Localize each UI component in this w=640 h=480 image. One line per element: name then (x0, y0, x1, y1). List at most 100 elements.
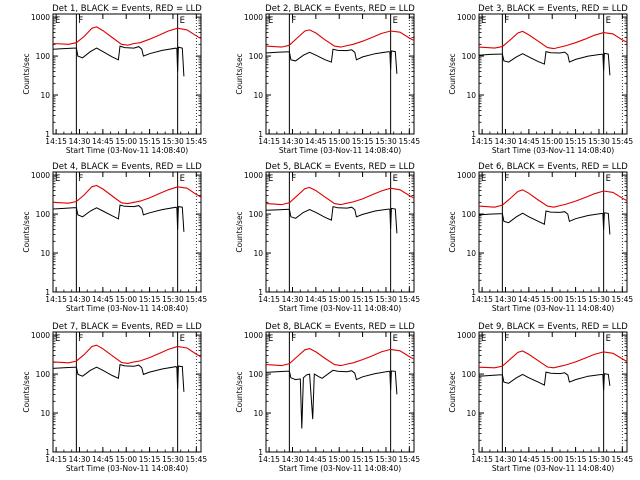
x-tick-label: 15:00 (328, 455, 350, 464)
x-axis-label: Start Time (03-Nov-11 14:08:40) (492, 146, 614, 155)
y-tick-label: 1000 (457, 171, 476, 180)
panel-title: Det 5, BLACK = Events, RED = LLD (265, 162, 415, 172)
y-axis-label: Counts/sec (448, 53, 457, 94)
event-marker-label: E (55, 334, 60, 344)
x-tick-label: 14:45 (518, 137, 540, 146)
x-tick-label: 15:15 (352, 295, 374, 304)
x-tick-label: 14:45 (518, 455, 540, 464)
panel-title: Det 2, BLACK = Events, RED = LLD (265, 4, 415, 14)
y-tick-label: 1000 (31, 331, 50, 340)
plot-frame (265, 171, 415, 293)
y-tick-label: 1 (45, 448, 50, 457)
panel-title: Det 3, BLACK = Events, RED = LLD (478, 4, 628, 14)
x-tick-label: 14:15 (471, 295, 493, 304)
x-tick-label: 15:30 (588, 137, 610, 146)
event-marker-label: E (481, 174, 486, 184)
y-tick-label: 10 (466, 249, 476, 258)
detector-panel-3: Det 3, BLACK = Events, RED = LLD 1 10 100 10… (448, 4, 633, 155)
event-marker-label: F (78, 16, 83, 26)
y-axis-label: Counts/sec (22, 211, 31, 252)
x-tick-label: 15:30 (162, 137, 184, 146)
event-marker-label: E (180, 174, 185, 184)
y-axis-label: Counts/sec (448, 371, 457, 412)
detector-panel-6: Det 6, BLACK = Events, RED = LLD 1 10 100 10… (448, 162, 633, 313)
x-axis-label: Start Time (03-Nov-11 14:08:40) (279, 146, 401, 155)
detector-panel-5: Det 5, BLACK = Events, RED = LLD 1 10 100 10… (235, 162, 420, 313)
x-tick-label: 15:30 (588, 295, 610, 304)
x-tick-label: 15:15 (139, 455, 161, 464)
x-tick-label: 14:45 (92, 455, 114, 464)
lld-series-line (52, 26, 202, 46)
x-tick-label: 14:15 (258, 295, 280, 304)
events-series-line (478, 210, 611, 235)
y-tick-label: 100 (36, 370, 51, 379)
event-marker-label: E (180, 334, 185, 344)
x-tick-label: 14:15 (471, 455, 493, 464)
events-series-line (478, 371, 611, 391)
x-tick-label: 15:30 (162, 295, 184, 304)
x-tick-label: 15:15 (352, 137, 374, 146)
event-marker-label: E (55, 16, 60, 26)
detector-panel-1: Det 1, BLACK = Events, RED = LLD 1 10 100 10… (22, 4, 207, 155)
y-tick-label: 1000 (244, 331, 263, 340)
y-tick-label: 1000 (457, 331, 476, 340)
y-tick-label: 10 (253, 409, 263, 418)
x-axis-label: Start Time (03-Nov-11 14:08:40) (66, 304, 188, 313)
event-marker-label: E (268, 16, 273, 26)
x-tick-label: 15:30 (588, 455, 610, 464)
x-tick-label: 15:45 (186, 455, 208, 464)
x-tick-label: 14:30 (282, 137, 304, 146)
y-axis-label: Counts/sec (22, 53, 31, 94)
x-tick-label: 14:15 (258, 137, 280, 146)
x-tick-label: 14:30 (282, 455, 304, 464)
events-series-line (265, 48, 398, 74)
events-series-line (478, 50, 611, 76)
event-marker-label: E (268, 334, 273, 344)
event-marker-label: E (180, 16, 185, 26)
plot-frame (478, 331, 628, 453)
panel-title: Det 4, BLACK = Events, RED = LLD (52, 162, 202, 172)
x-tick-label: 15:45 (186, 295, 208, 304)
panel-title: Det 8, BLACK = Events, RED = LLD (265, 322, 415, 332)
lld-series-line (478, 189, 628, 208)
plot-frame (52, 331, 202, 453)
x-tick-label: 14:30 (69, 295, 91, 304)
y-tick-label: 1 (258, 130, 263, 139)
y-tick-label: 1 (258, 288, 263, 297)
y-tick-label: 10 (466, 91, 476, 100)
y-tick-label: 1 (45, 130, 50, 139)
y-tick-label: 10 (40, 249, 50, 258)
event-marker-label: E (481, 16, 486, 26)
x-tick-label: 15:15 (352, 455, 374, 464)
y-tick-label: 1 (258, 448, 263, 457)
y-tick-label: 100 (249, 210, 264, 219)
y-axis-label: Counts/sec (448, 211, 457, 252)
y-tick-label: 1 (471, 130, 476, 139)
events-series-line (52, 204, 185, 232)
x-tick-label: 14:30 (69, 137, 91, 146)
detector-panel-7: Det 7, BLACK = Events, RED = LLD 1 10 100 10… (22, 322, 207, 473)
x-tick-label: 15:45 (399, 137, 421, 146)
x-tick-label: 15:15 (565, 137, 587, 146)
event-marker-label: F (291, 174, 296, 184)
events-series-line (52, 45, 185, 77)
x-tick-label: 15:00 (115, 137, 137, 146)
detector-panel-9: Det 9, BLACK = Events, RED = LLD 1 10 100 10… (448, 322, 633, 473)
plot-frame (265, 13, 415, 135)
x-tick-label: 15:45 (399, 455, 421, 464)
x-tick-label: 15:15 (565, 455, 587, 464)
y-tick-label: 1 (471, 288, 476, 297)
x-tick-label: 14:15 (45, 455, 67, 464)
y-tick-label: 1 (471, 448, 476, 457)
y-tick-label: 1000 (244, 13, 263, 22)
plot-frame (52, 13, 202, 135)
y-axis-label: Counts/sec (235, 53, 244, 94)
event-marker-label: E (481, 334, 486, 344)
detector-panel-8: Det 8, BLACK = Events, RED = LLD 1 10 100 10… (235, 322, 420, 473)
lld-series-line (265, 29, 415, 48)
y-axis-label: Counts/sec (22, 371, 31, 412)
event-marker-label: F (504, 16, 509, 26)
x-tick-label: 15:00 (328, 137, 350, 146)
x-tick-label: 14:30 (69, 455, 91, 464)
